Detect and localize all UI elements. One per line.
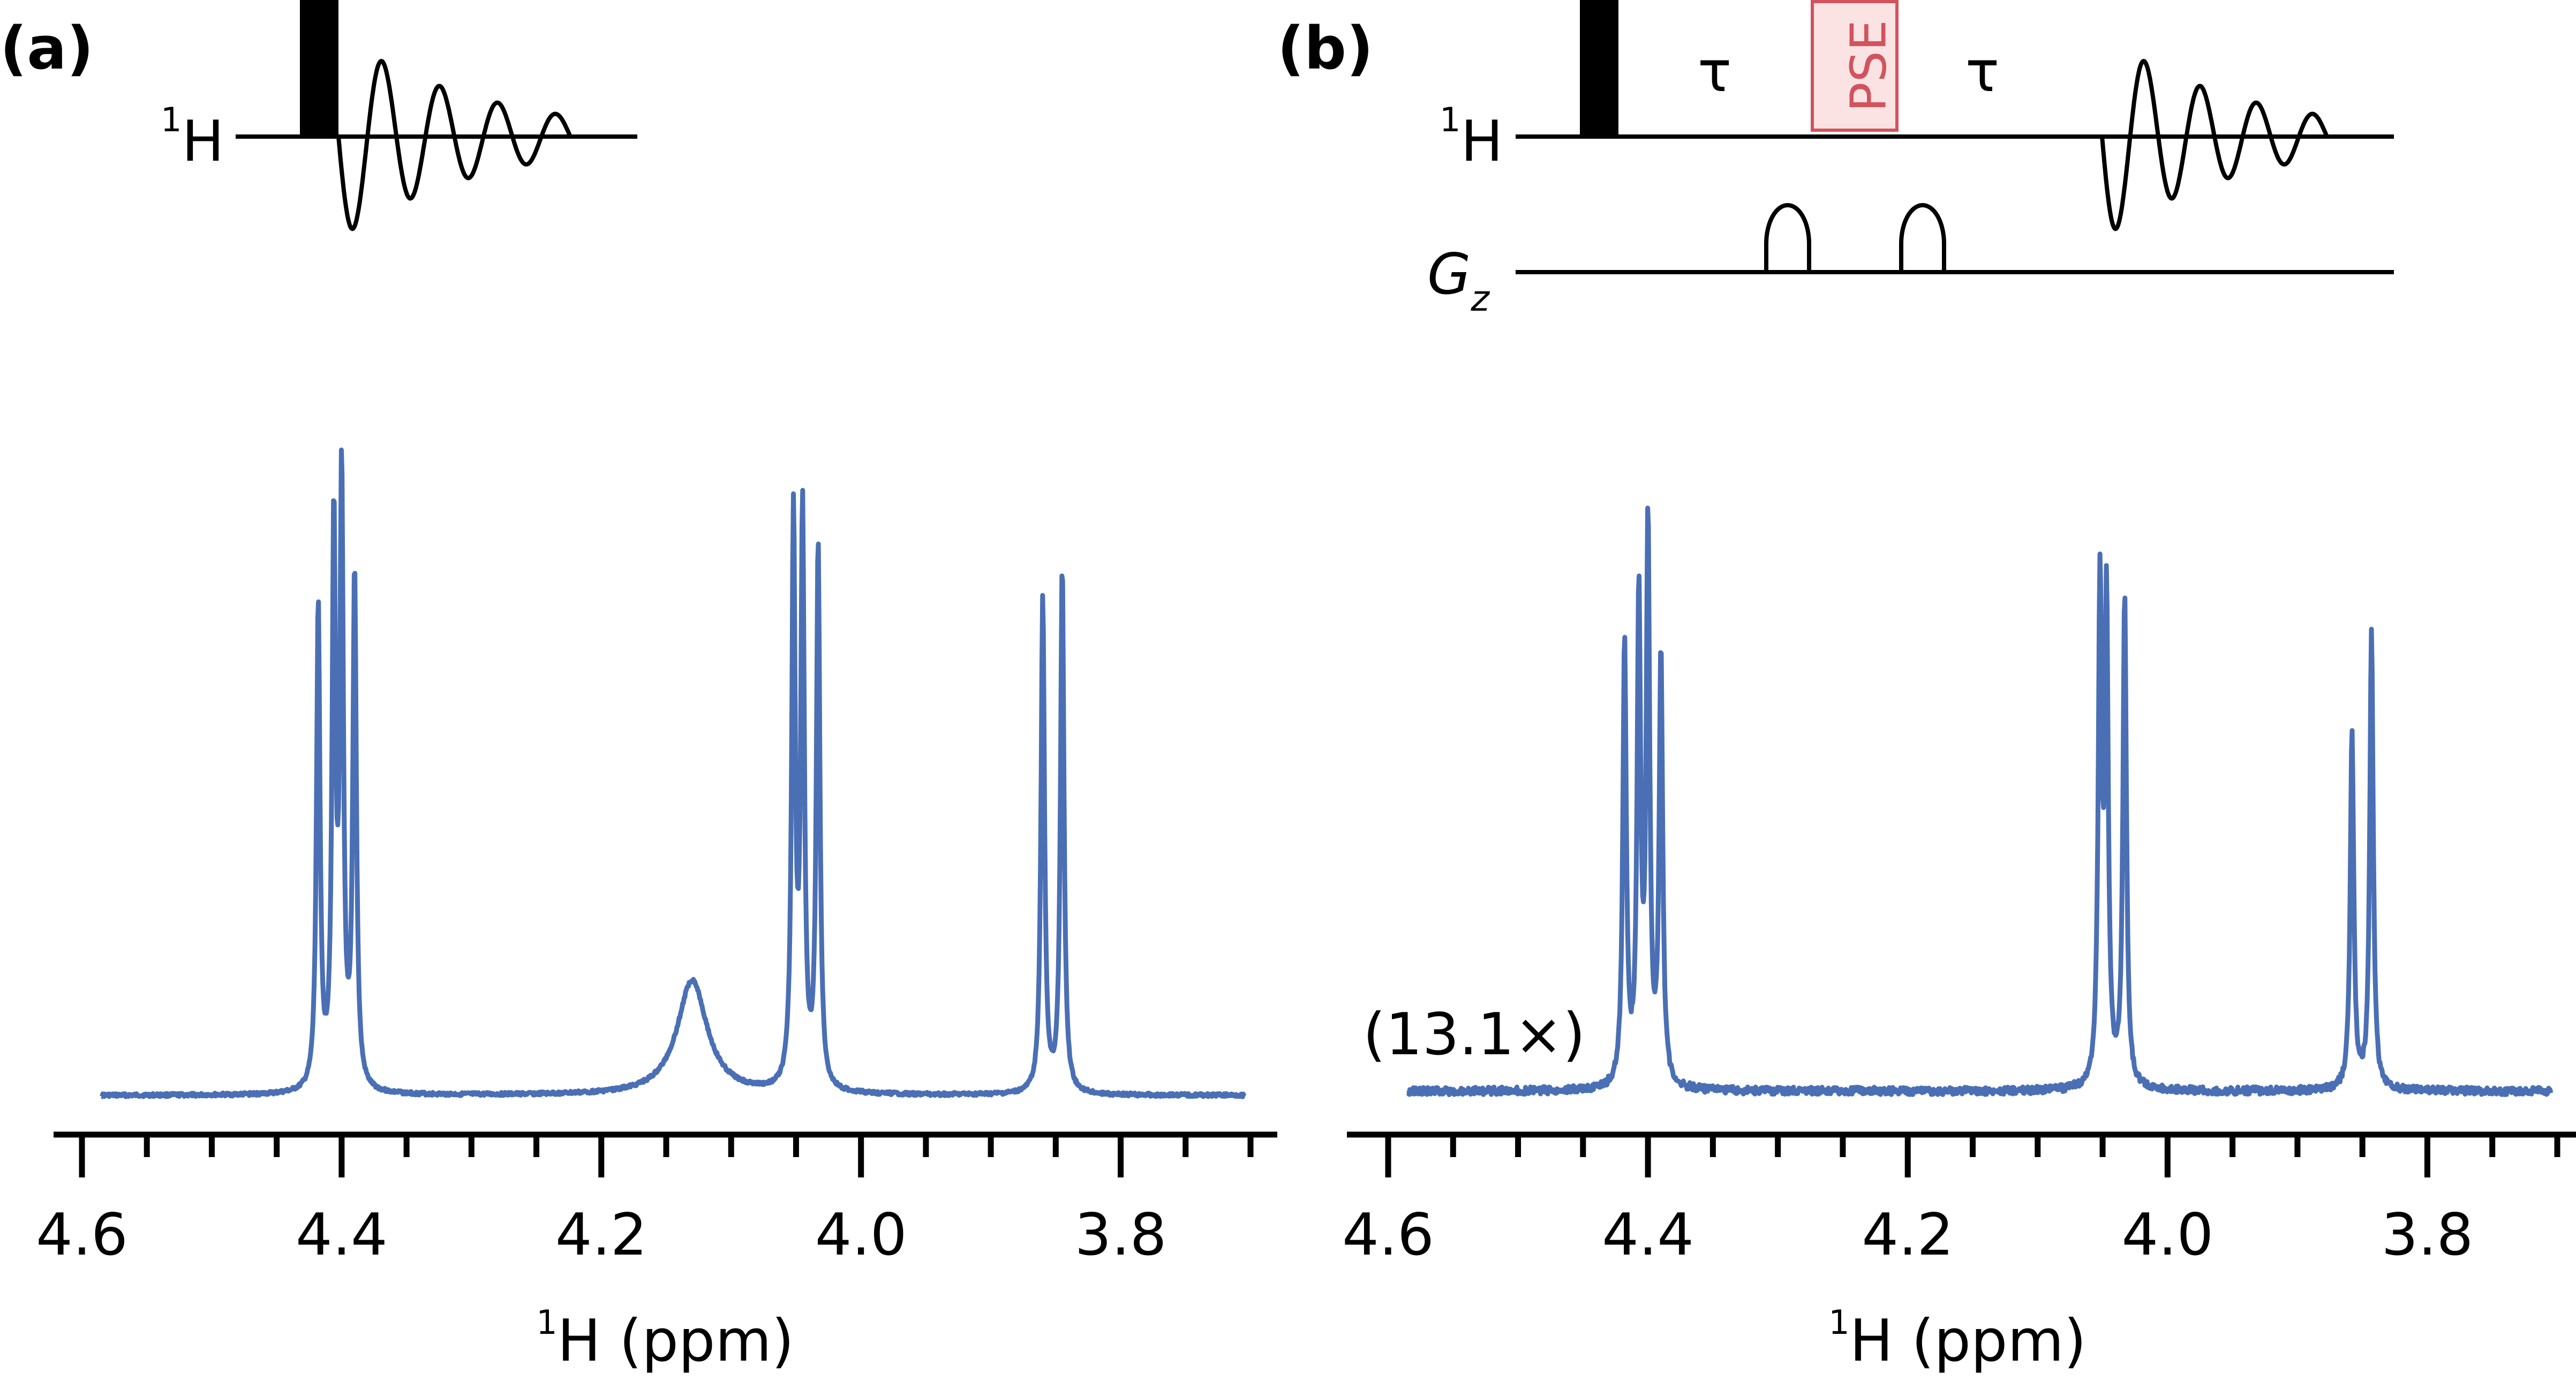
pulse-sequence-b: 1H τ PSE τ Gz bbox=[1427, 0, 2394, 319]
spectrum-plot-a: 4.6 4.4 4.2 4.0 3.8 1H (ppm) bbox=[36, 447, 1277, 1375]
channel-text-a: H bbox=[182, 109, 224, 174]
channel-label-a: 1H bbox=[161, 100, 224, 174]
x-axis-label-sup-b: 1 bbox=[1828, 1303, 1849, 1342]
x-tick-label: 4.4 bbox=[1602, 1202, 1694, 1269]
channel-sup-b: 1 bbox=[1440, 100, 1460, 139]
pulse-90-b bbox=[1580, 0, 1618, 138]
x-tick-label: 4.4 bbox=[296, 1202, 388, 1269]
x-tick-label: 3.8 bbox=[1075, 1202, 1167, 1269]
x-tick-label: 4.6 bbox=[1342, 1202, 1434, 1269]
spectrum-trace-b bbox=[1406, 505, 2554, 1097]
x-tick-label: 3.8 bbox=[2382, 1202, 2474, 1269]
delay-tau-2: τ bbox=[1965, 39, 1999, 104]
channel-label-b: 1H bbox=[1440, 100, 1503, 174]
x-axis-label-a: 1H (ppm) bbox=[536, 1303, 794, 1375]
x-tick-label: 4.0 bbox=[2121, 1202, 2213, 1269]
fid-b bbox=[2100, 58, 2329, 231]
gradient-label: Gz bbox=[1427, 242, 1490, 319]
x-axis-label-b: 1H (ppm) bbox=[1828, 1303, 2087, 1375]
scale-annotation-b: (13.1×) bbox=[1363, 1001, 1585, 1068]
gradient-sub: z bbox=[1470, 278, 1490, 319]
channel-sup-a: 1 bbox=[161, 100, 182, 139]
pse-label: PSE bbox=[1840, 20, 1897, 112]
gradient-text: G bbox=[1427, 242, 1471, 307]
x-axis-label-sup-a: 1 bbox=[536, 1303, 557, 1342]
pulse-sequence-a: 1H bbox=[161, 0, 637, 231]
delay-tau-1: τ bbox=[1698, 39, 1731, 104]
x-tick-label: 4.6 bbox=[36, 1202, 128, 1269]
pulse-90-a bbox=[300, 0, 338, 138]
gradient-pulse-2 bbox=[1899, 203, 1946, 272]
spectrum-plot-b: (13.1×) 4.6 4.4 4.2 4.0 3.8 1H (ppm) bbox=[1342, 505, 2576, 1375]
x-ticks-b: 4.6 4.4 4.2 4.0 3.8 bbox=[1342, 1135, 2560, 1269]
channel-text-b: H bbox=[1460, 109, 1503, 174]
spectrum-trace-a bbox=[100, 447, 1247, 1099]
x-tick-label: 4.2 bbox=[1862, 1202, 1954, 1269]
fid-a bbox=[336, 58, 573, 231]
x-axis-label-text-a: H (ppm) bbox=[558, 1308, 794, 1375]
pse-element bbox=[1811, 0, 1899, 132]
panel-b-label: (b) bbox=[1277, 14, 1373, 82]
x-tick-label: 4.2 bbox=[555, 1202, 647, 1269]
x-tick-label: 4.0 bbox=[815, 1202, 907, 1269]
panel-a-label: (a) bbox=[0, 14, 94, 82]
gradient-pulse-1 bbox=[1764, 203, 1811, 272]
x-ticks-a: 4.6 4.4 4.2 4.0 3.8 bbox=[36, 1135, 1254, 1269]
x-axis-label-text-b: H (ppm) bbox=[1850, 1308, 2087, 1375]
